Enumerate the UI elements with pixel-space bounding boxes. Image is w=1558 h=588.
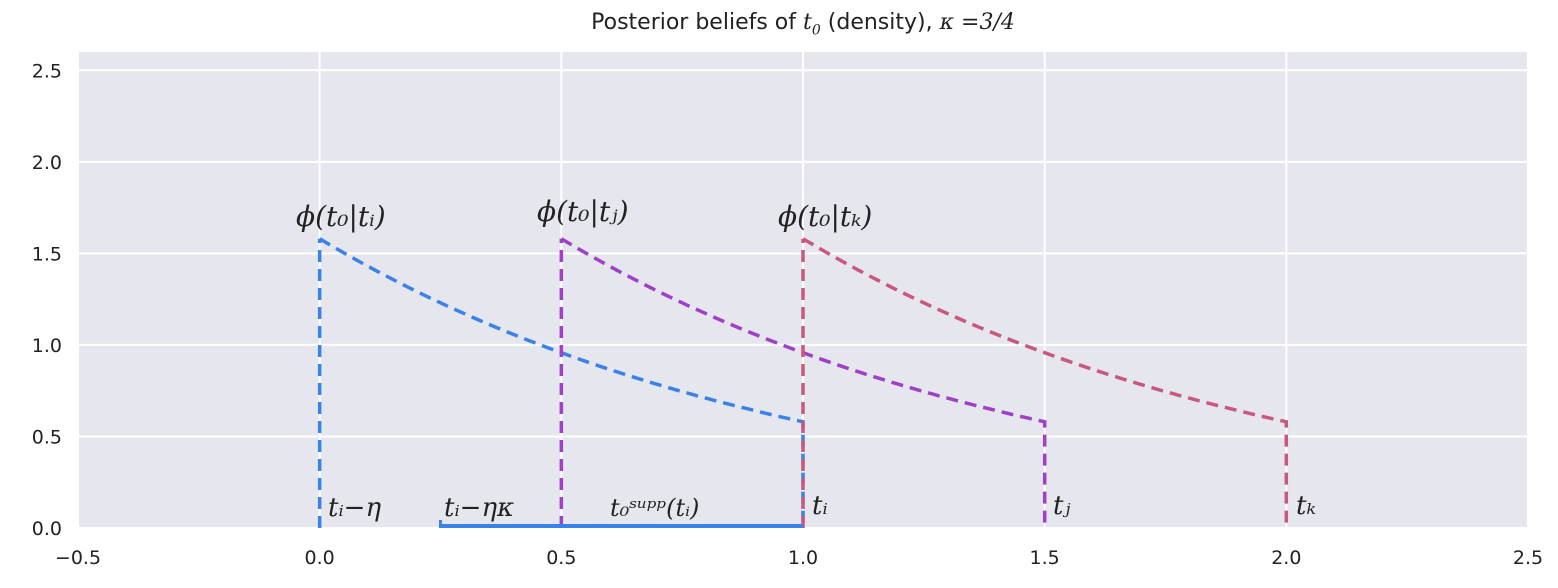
density-curve-pink xyxy=(802,237,1289,528)
density-curve-purple xyxy=(560,237,1047,528)
annotation-ti-minus-eta: tᵢ−η xyxy=(328,493,381,523)
y-tick-label: 2.0 xyxy=(32,152,62,174)
x-tick-label: 1.0 xyxy=(788,547,818,569)
title-prefix: Posterior beliefs of xyxy=(591,10,797,35)
y-tick-labels: 0.0 0.5 1.0 1.5 2.0 2.5 xyxy=(32,60,62,540)
x-tick-label: 2.5 xyxy=(1513,547,1543,569)
y-tick-label: 1.5 xyxy=(32,243,62,265)
chart-title: Posterior beliefs of t0 (density), κ =3/… xyxy=(0,10,1558,38)
title-param: κ =3/4 xyxy=(939,10,1015,35)
x-tick-label: 0.0 xyxy=(305,547,335,569)
density-curves xyxy=(317,237,1289,528)
annotation-ti: tᵢ xyxy=(812,491,828,521)
annotation-phi-j: ϕ(t₀|tⱼ) xyxy=(537,195,629,228)
y-tick-label: 0.0 xyxy=(32,518,62,540)
annotation-phi-k: ϕ(t₀|tₖ) xyxy=(778,200,872,233)
x-tick-labels: −0.5 0.0 0.5 1.0 1.5 2.0 2.5 xyxy=(55,547,1543,569)
x-tick-label: 0.5 xyxy=(546,547,576,569)
annotation-ti-minus-eta-kappa: tᵢ−ηκ xyxy=(444,493,514,523)
x-tick-label: 2.0 xyxy=(1271,547,1301,569)
x-tick-label: −0.5 xyxy=(55,547,101,569)
annotation-tj: tⱼ xyxy=(1053,491,1070,521)
title-middle: (density), xyxy=(827,10,933,35)
annotations: ϕ(t₀|tᵢ) ϕ(t₀|tⱼ) ϕ(t₀|tₖ) tᵢ−η tᵢ−ηκ t₀… xyxy=(296,195,1316,523)
annotation-t0-supp: t₀ˢᵘᵖᵖ(tᵢ) xyxy=(610,494,699,522)
title-variable: t0 xyxy=(803,10,821,39)
y-tick-label: 0.5 xyxy=(32,426,62,448)
density-curve-blue xyxy=(318,237,805,528)
annotation-phi-i: ϕ(t₀|tᵢ) xyxy=(296,200,386,233)
annotation-tk: tₖ xyxy=(1296,491,1316,521)
x-tick-label: 1.5 xyxy=(1030,547,1060,569)
y-tick-label: 1.0 xyxy=(32,335,62,357)
y-tick-label: 2.5 xyxy=(32,60,62,82)
